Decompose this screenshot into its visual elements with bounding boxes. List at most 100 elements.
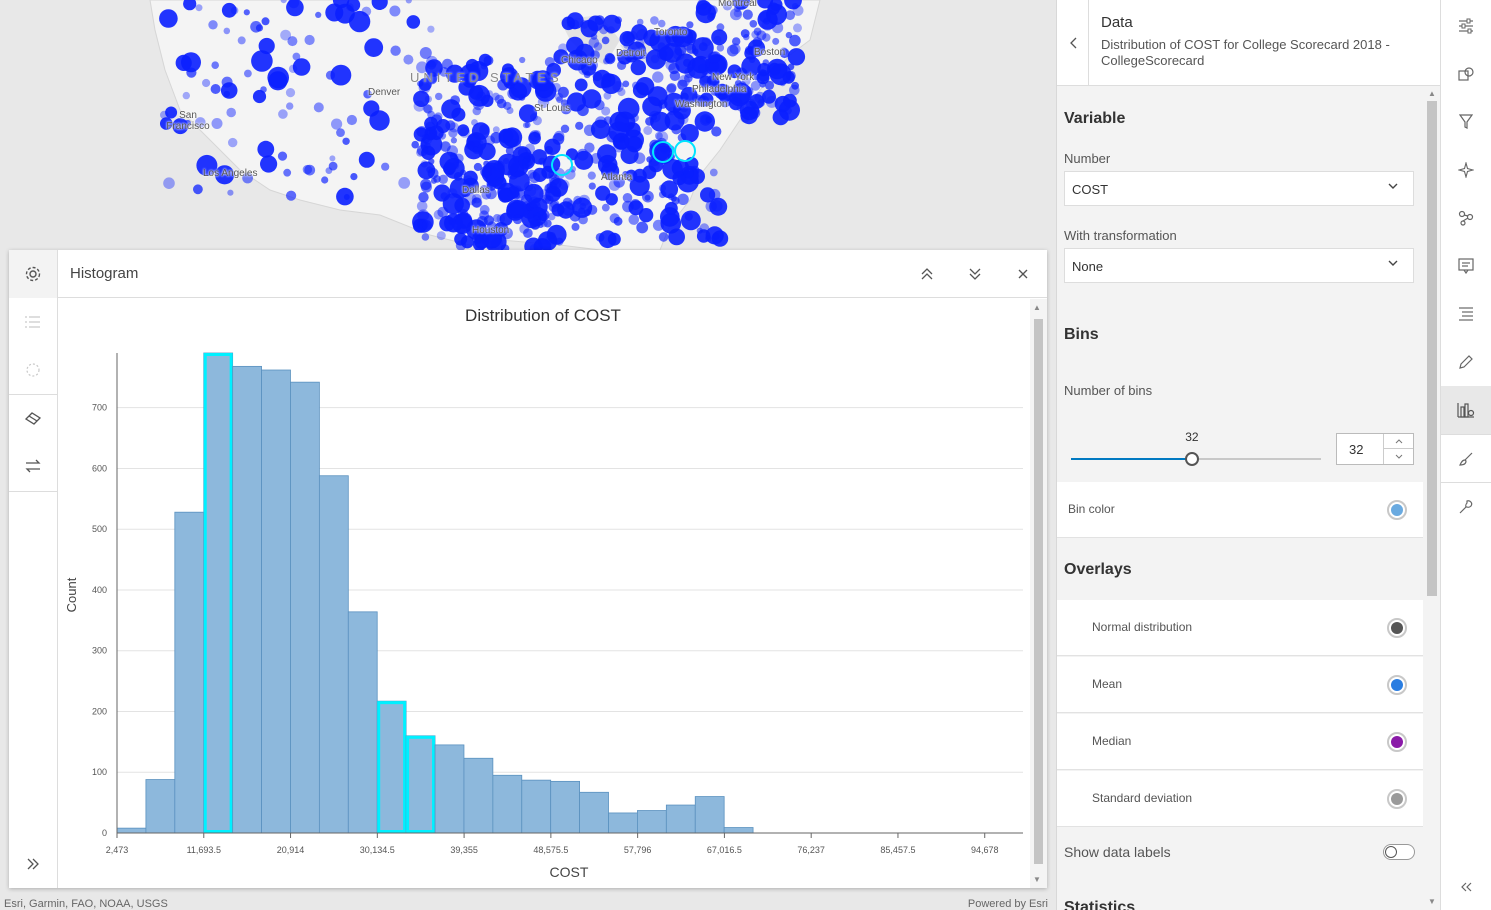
map-point[interactable]	[535, 79, 554, 99]
selected-point-marker[interactable]	[551, 154, 573, 176]
map-point[interactable]	[223, 27, 231, 35]
map-point[interactable]	[705, 235, 712, 242]
map-point[interactable]	[638, 208, 654, 223]
map-point[interactable]	[329, 155, 336, 162]
overlay-color-swatch[interactable]	[1387, 618, 1407, 638]
map-point[interactable]	[740, 106, 758, 125]
map-point[interactable]	[595, 116, 607, 129]
map-point[interactable]	[461, 187, 471, 198]
map-point[interactable]	[418, 192, 429, 203]
map-point[interactable]	[594, 15, 605, 25]
map-point[interactable]	[664, 110, 685, 131]
map-point[interactable]	[584, 142, 595, 153]
map-point[interactable]	[745, 99, 757, 110]
histogram-bar[interactable]	[174, 511, 205, 834]
chart-scrollbar[interactable]: ▲ ▼	[1030, 299, 1047, 888]
map-point[interactable]	[498, 188, 513, 203]
map-point[interactable]	[441, 99, 461, 119]
scroll-up-icon[interactable]: ▲	[1428, 89, 1436, 98]
map-point[interactable]	[726, 44, 739, 57]
map-point[interactable]	[623, 129, 644, 150]
overlay-row[interactable]: Mean	[1057, 657, 1423, 713]
map-point[interactable]	[331, 118, 343, 130]
pen-icon[interactable]	[1441, 338, 1491, 386]
map-point[interactable]	[789, 84, 800, 96]
map-point[interactable]	[732, 0, 750, 10]
map-point[interactable]	[630, 59, 646, 76]
map-point[interactable]	[406, 15, 421, 29]
map-point[interactable]	[475, 94, 483, 102]
map-point[interactable]	[346, 114, 357, 126]
histogram-bar[interactable]	[145, 779, 176, 834]
map-point[interactable]	[578, 63, 590, 75]
map-point[interactable]	[480, 165, 492, 178]
map-point[interactable]	[783, 93, 797, 108]
map-point[interactable]	[416, 144, 429, 157]
map-point[interactable]	[588, 182, 596, 190]
scroll-down-icon[interactable]: ▼	[1033, 875, 1041, 884]
map-point[interactable]	[438, 174, 448, 184]
map-point[interactable]	[696, 227, 703, 234]
map-point[interactable]	[428, 158, 435, 165]
overlay-color-swatch[interactable]	[1387, 675, 1407, 695]
map-point[interactable]	[700, 72, 712, 84]
sparkle-icon[interactable]	[1441, 146, 1491, 194]
map-point[interactable]	[560, 99, 569, 107]
map-point[interactable]	[483, 160, 490, 167]
map-point[interactable]	[223, 170, 230, 177]
map-point[interactable]	[483, 215, 494, 226]
map-point[interactable]	[742, 9, 753, 20]
map-point[interactable]	[522, 158, 532, 168]
map-point[interactable]	[505, 146, 514, 155]
histogram-bar[interactable]	[116, 827, 147, 834]
map-point[interactable]	[315, 11, 322, 18]
map-point[interactable]	[342, 137, 350, 145]
bins-slider[interactable]	[1071, 452, 1321, 466]
map-point[interactable]	[601, 73, 622, 94]
map-point[interactable]	[210, 84, 221, 94]
selected-point-marker[interactable]	[674, 140, 696, 162]
map-point[interactable]	[478, 53, 492, 67]
map-point[interactable]	[590, 50, 600, 60]
chart-settings-icon[interactable]	[1441, 386, 1491, 434]
show-data-labels-toggle[interactable]	[1383, 844, 1415, 860]
map-point[interactable]	[427, 25, 435, 33]
map-point[interactable]	[389, 5, 401, 17]
map-point[interactable]	[686, 43, 697, 54]
map-point[interactable]	[622, 171, 629, 178]
histogram-bar[interactable]	[550, 780, 581, 834]
map-point[interactable]	[664, 201, 678, 215]
map-point[interactable]	[792, 4, 804, 16]
gear-icon[interactable]	[9, 250, 57, 298]
histogram-bar[interactable]	[463, 757, 494, 834]
map-point[interactable]	[426, 166, 434, 174]
map-point[interactable]	[544, 57, 555, 67]
close-icon[interactable]	[999, 250, 1047, 298]
map-point[interactable]	[183, 0, 197, 11]
map-point[interactable]	[709, 197, 728, 216]
map-point[interactable]	[620, 145, 639, 165]
map-point[interactable]	[471, 197, 482, 208]
histogram-bar[interactable]	[405, 735, 436, 834]
map-point[interactable]	[553, 49, 569, 65]
map-point[interactable]	[283, 168, 292, 177]
map-point[interactable]	[711, 126, 722, 137]
slider-thumb[interactable]	[1185, 452, 1200, 466]
map-point[interactable]	[230, 6, 239, 15]
map-point[interactable]	[268, 71, 288, 91]
map-point[interactable]	[627, 41, 647, 61]
map-point[interactable]	[390, 45, 401, 56]
map-point[interactable]	[552, 133, 565, 145]
map-point[interactable]	[420, 160, 428, 168]
map-point[interactable]	[421, 220, 432, 231]
swap-icon[interactable]	[9, 442, 57, 490]
map-point[interactable]	[629, 175, 650, 196]
map-point[interactable]	[613, 216, 623, 226]
wrench-icon[interactable]	[1441, 482, 1491, 530]
back-chevron-icon[interactable]	[1057, 0, 1089, 86]
map-point[interactable]	[605, 193, 618, 206]
map-point[interactable]	[528, 196, 541, 208]
overlay-row[interactable]: Median	[1057, 714, 1423, 770]
map-point[interactable]	[473, 162, 482, 172]
map-point[interactable]	[587, 204, 598, 215]
